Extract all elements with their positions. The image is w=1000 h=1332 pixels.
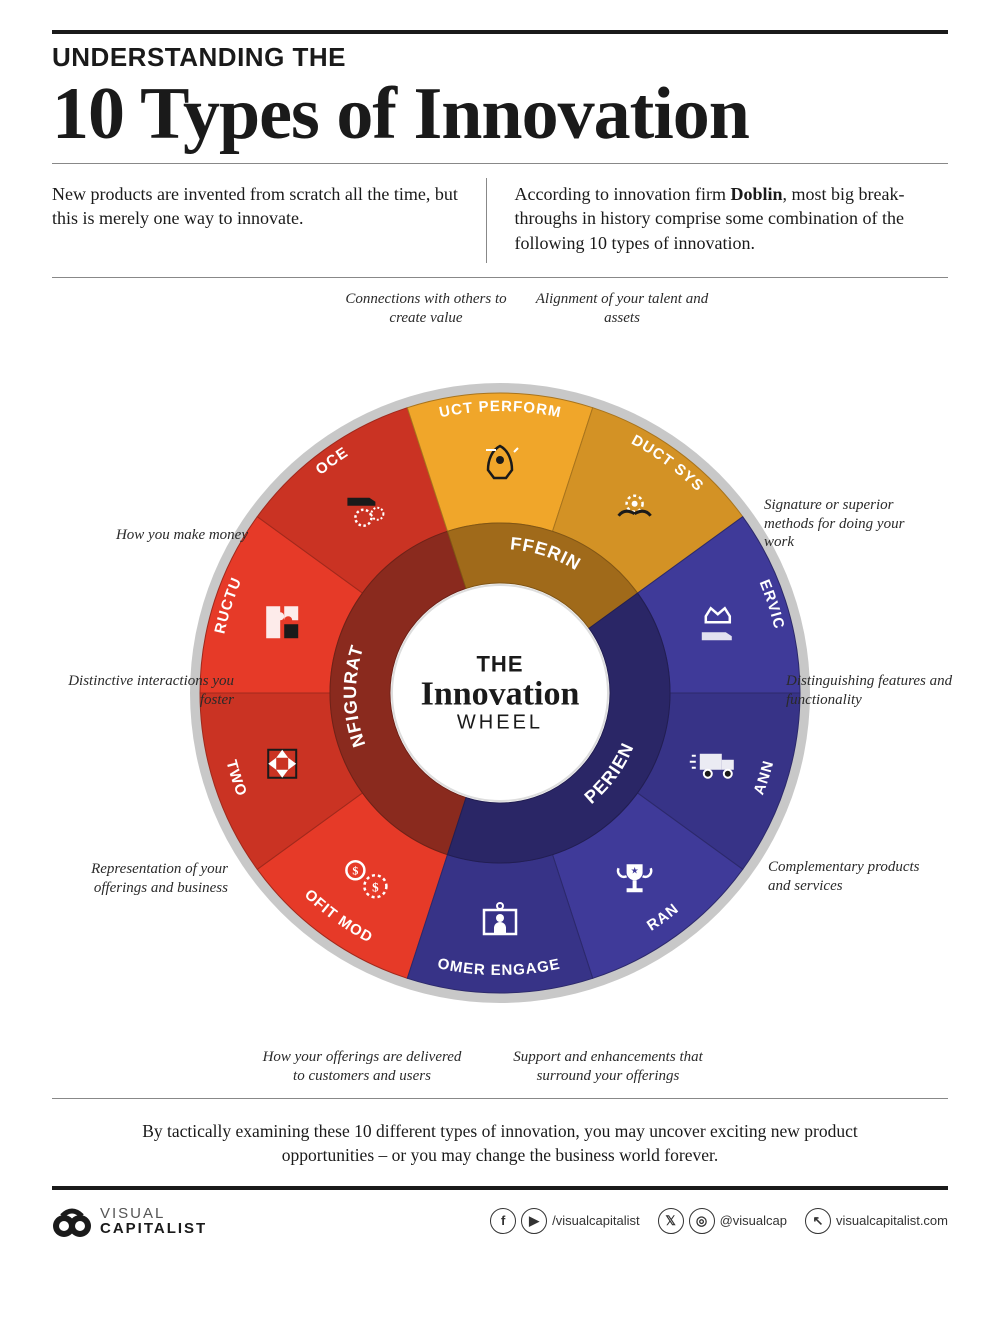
- social-icon: ↖: [805, 1208, 831, 1234]
- annotation-process: Signature or superior methods for doing …: [764, 496, 934, 552]
- social-icon: f: [490, 1208, 516, 1234]
- annotation-channel: How your offerings are delivered to cust…: [262, 1048, 462, 1086]
- binoculars-icon: [52, 1204, 92, 1238]
- annotation-brand: Representation of your offerings and bus…: [58, 860, 228, 898]
- svg-text:$: $: [372, 879, 379, 894]
- social-link[interactable]: 𝕏◎@visualcap: [658, 1208, 787, 1234]
- annotation-customer-engagement: Distinctive interactions you foster: [64, 672, 234, 710]
- svg-text:★: ★: [631, 865, 639, 875]
- intro-right: According to innovation firm Doblin, mos…: [486, 178, 949, 263]
- headline: 10 Types of Innovation: [52, 77, 948, 151]
- footer: VISUAL CAPITALIST f▶/visualcapitalist 𝕏◎@…: [52, 1204, 948, 1238]
- social-icon: ▶: [521, 1208, 547, 1234]
- closing-text: By tactically examining these 10 differe…: [120, 1119, 880, 1168]
- annotation-product-performance: Distinguishing features and functionalit…: [786, 672, 956, 710]
- social-link[interactable]: f▶/visualcapitalist: [490, 1208, 639, 1234]
- social-icon: ◎: [689, 1208, 715, 1234]
- social-links: f▶/visualcapitalist 𝕏◎@visualcap ↖visualca…: [490, 1208, 948, 1234]
- social-icon: 𝕏: [658, 1208, 684, 1234]
- annotation-service: Support and enhancements that surround y…: [508, 1048, 708, 1086]
- annotation-profit-model: How you make money: [78, 526, 248, 545]
- svg-text:$: $: [352, 863, 358, 877]
- annotation-product-system: Complementary products and services: [768, 858, 938, 896]
- innovation-wheel: PROFIT MODEL$$NETWORKSTRUCTUREPROCESSPRO…: [52, 288, 948, 1098]
- annotation-network: Connections with others to create value: [326, 290, 526, 328]
- bottom-rule: [52, 1186, 948, 1190]
- brand-logo: VISUAL CAPITALIST: [52, 1204, 207, 1238]
- divider-under-headline: [52, 163, 948, 164]
- divider-above-closing: [52, 1098, 948, 1099]
- intro-left: New products are invented from scratch a…: [52, 178, 486, 263]
- intro-row: New products are invented from scratch a…: [52, 178, 948, 263]
- social-link[interactable]: ↖visualcapitalist.com: [805, 1208, 948, 1234]
- top-rule: [52, 30, 948, 34]
- wheel-center-label: THE Innovation WHEEL: [421, 651, 580, 734]
- annotation-structure: Alignment of your talent and assets: [522, 290, 722, 328]
- kicker: UNDERSTANDING THE: [52, 42, 948, 73]
- divider-under-intro: [52, 277, 948, 278]
